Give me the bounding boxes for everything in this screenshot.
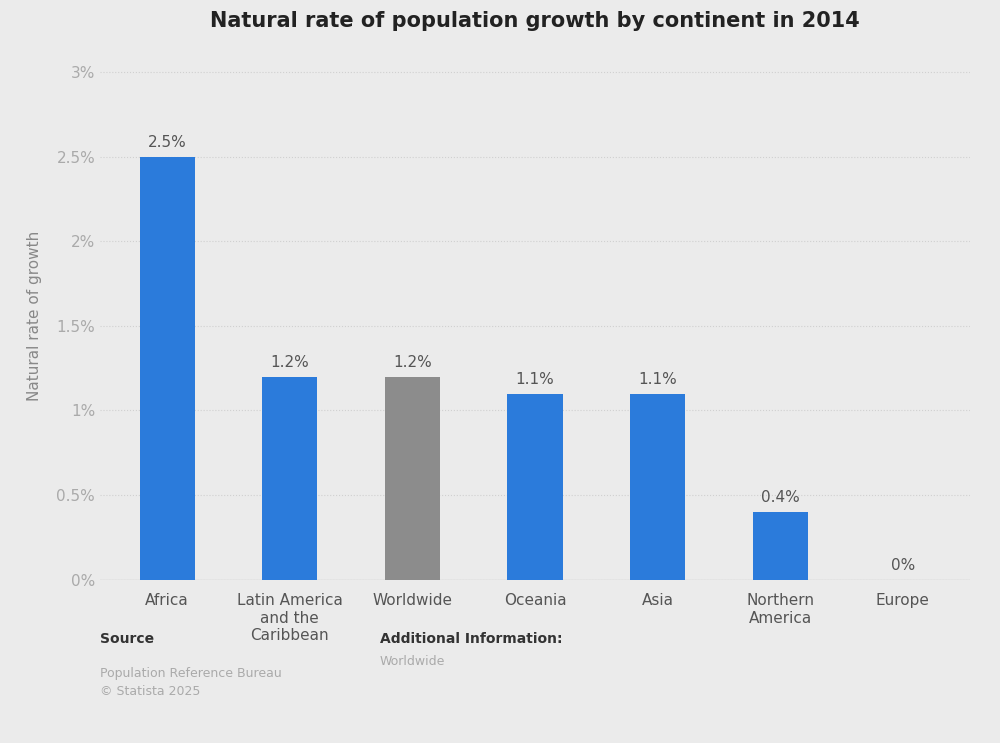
Bar	[507, 394, 563, 580]
Text: 0.4%: 0.4%	[761, 490, 800, 505]
Text: Additional Information:: Additional Information:	[380, 632, 562, 646]
Text: 1.2%: 1.2%	[393, 355, 432, 370]
Text: 1.1%: 1.1%	[516, 372, 554, 387]
Bar	[385, 377, 440, 580]
Title: Natural rate of population growth by continent in 2014: Natural rate of population growth by con…	[210, 11, 860, 31]
Y-axis label: Natural rate of growth: Natural rate of growth	[27, 230, 43, 401]
Bar	[753, 512, 808, 580]
Text: Source: Source	[100, 632, 154, 646]
Text: 0%: 0%	[891, 558, 915, 573]
Text: Population Reference Bureau
© Statista 2025: Population Reference Bureau © Statista 2…	[100, 666, 282, 698]
Text: Worldwide: Worldwide	[380, 655, 445, 668]
Text: 1.2%: 1.2%	[270, 355, 309, 370]
Text: 2.5%: 2.5%	[148, 135, 187, 150]
Bar	[140, 157, 195, 580]
Bar	[630, 394, 685, 580]
Text: 1.1%: 1.1%	[638, 372, 677, 387]
Bar	[262, 377, 317, 580]
